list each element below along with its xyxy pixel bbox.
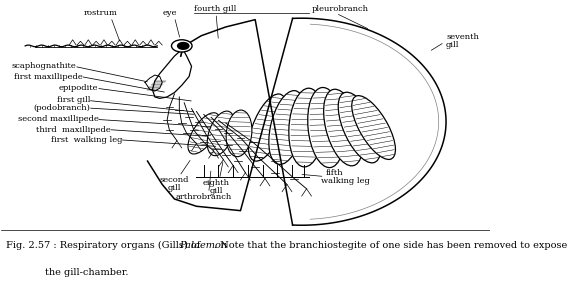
Text: first gill: first gill (57, 96, 90, 104)
Ellipse shape (338, 92, 380, 163)
Text: eighth: eighth (203, 179, 230, 187)
Text: rostrum: rostrum (84, 9, 118, 17)
Text: the gill-chamber.: the gill-chamber. (45, 268, 128, 277)
Ellipse shape (323, 89, 363, 166)
Ellipse shape (269, 91, 305, 164)
Text: seventh: seventh (446, 33, 479, 41)
Text: eye: eye (162, 9, 177, 17)
Text: gill: gill (168, 184, 181, 192)
Text: epipodite: epipodite (59, 84, 99, 92)
Text: second: second (160, 176, 189, 184)
Text: gill: gill (446, 41, 460, 49)
Text: fourth gill: fourth gill (194, 5, 237, 13)
Ellipse shape (226, 110, 252, 157)
Ellipse shape (308, 88, 345, 168)
Circle shape (171, 40, 192, 52)
Text: walking leg: walking leg (321, 177, 370, 185)
Text: . Note that the branchiostegite of one side has been removed to expose: . Note that the branchiostegite of one s… (214, 241, 567, 250)
Text: (podobranch): (podobranch) (33, 104, 90, 112)
Ellipse shape (289, 88, 325, 167)
Text: first maxillipede: first maxillipede (14, 72, 83, 81)
Text: third  maxillipede: third maxillipede (36, 126, 111, 134)
Text: pleurobranch: pleurobranch (312, 5, 369, 13)
Text: Palaemon: Palaemon (179, 241, 227, 250)
Text: Fig. 2.57 : Respiratory organs (Gills) of: Fig. 2.57 : Respiratory organs (Gills) o… (6, 241, 203, 251)
Ellipse shape (207, 111, 235, 156)
Circle shape (178, 42, 189, 49)
Text: second maxillipede: second maxillipede (18, 115, 99, 123)
Text: arthrobranch: arthrobranch (176, 193, 232, 201)
Ellipse shape (248, 94, 286, 161)
Text: gill: gill (210, 187, 223, 195)
Text: scaphognathite: scaphognathite (12, 62, 76, 70)
Ellipse shape (188, 113, 220, 154)
Ellipse shape (352, 96, 396, 159)
Text: fifth: fifth (326, 169, 344, 177)
Text: first  walking leg: first walking leg (50, 136, 122, 144)
